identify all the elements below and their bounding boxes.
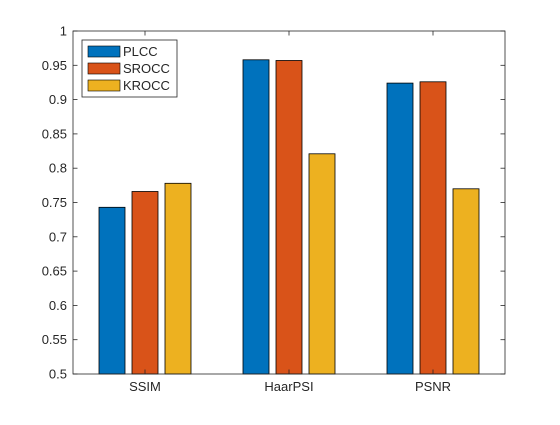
axes-group: 0.5 0.55 0.6 0.65 0.7 0.75 0.8 0.85 0.9 0.95 1 SSIM…	[42, 24, 506, 394]
bar-krocc-haarpsi	[308, 153, 336, 375]
bar-plcc-haarpsi	[242, 59, 270, 375]
y-tick-label: 1	[60, 24, 67, 39]
y-tick-label: 0.65	[42, 264, 67, 279]
legend-label-srocc: SROCC	[123, 61, 170, 76]
legend-swatch-krocc	[87, 79, 121, 92]
y-tick-label: 0.55	[42, 332, 67, 347]
legend-swatch-plcc	[87, 45, 121, 58]
bar-plcc-ssim	[98, 206, 126, 375]
y-tick-label: 0.6	[49, 298, 67, 313]
x-tick-label: PSNR	[415, 379, 451, 394]
bar-plcc-psnr	[386, 82, 414, 375]
x-tick-label: HaarPSI	[264, 379, 313, 394]
y-tick-label: 0.85	[42, 126, 67, 141]
legend: PLCC SROCC KROCC	[81, 39, 178, 98]
x-tick-label: SSIM	[129, 379, 161, 394]
legend-label-krocc: KROCC	[123, 78, 170, 93]
bar-srocc-ssim	[131, 191, 159, 375]
bar-krocc-psnr	[452, 188, 480, 375]
y-tick-label: 0.8	[49, 161, 67, 176]
bars-group	[98, 59, 480, 375]
legend-label-plcc: PLCC	[123, 44, 158, 59]
y-tick-label: 0.75	[42, 195, 67, 210]
y-tick-label: 0.95	[42, 58, 67, 73]
y-tick-label: 0.5	[49, 367, 67, 382]
legend-swatch-srocc	[87, 62, 121, 75]
y-tick-label: 0.7	[49, 229, 67, 244]
y-tick-label: 0.9	[49, 92, 67, 107]
bar-srocc-haarpsi	[275, 60, 303, 375]
bar-srocc-psnr	[419, 81, 447, 375]
bar-krocc-ssim	[164, 182, 192, 375]
